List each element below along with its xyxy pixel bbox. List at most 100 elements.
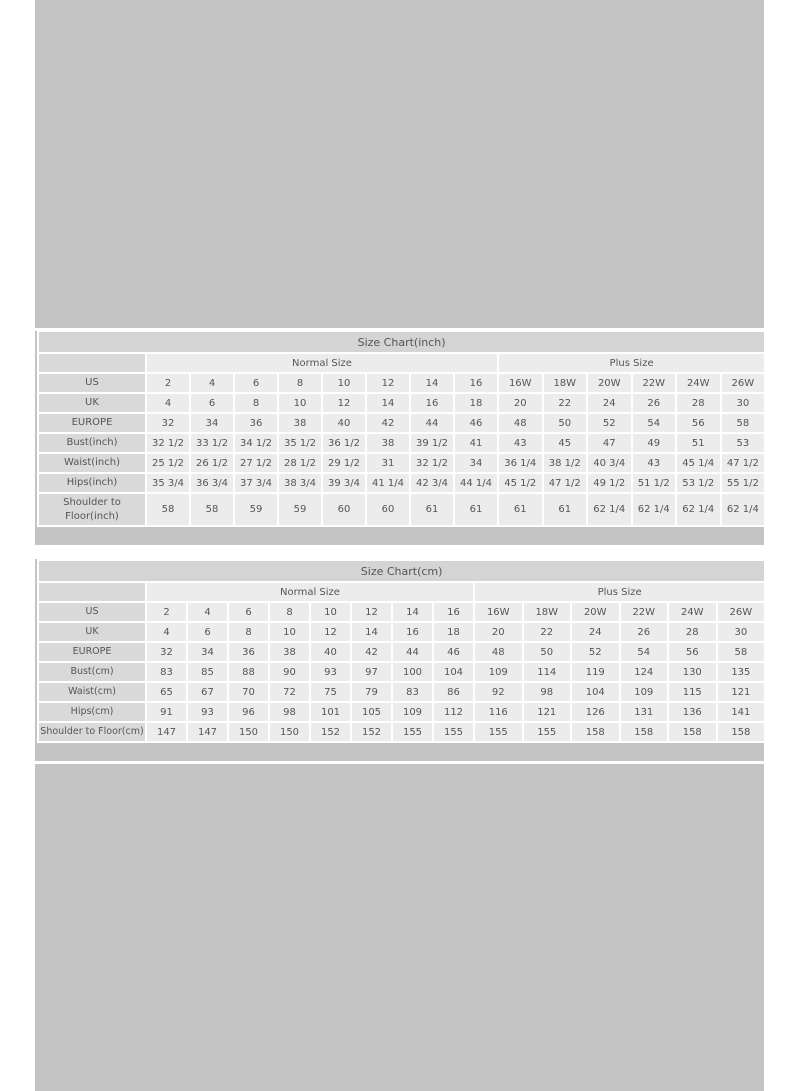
size-cell: 6: [189, 392, 235, 414]
size-cell: 52: [586, 412, 633, 434]
size-cell: 22: [541, 392, 588, 414]
size-cell: 41: [453, 432, 499, 454]
table-row: Shoulder to Floor(cm) 147 147 150 150 152 152 1…: [37, 721, 767, 743]
size-cell: 119: [570, 661, 621, 683]
size-cell: 59: [233, 492, 279, 527]
size-cell: 48: [497, 412, 544, 434]
header-blank: [37, 352, 147, 374]
size-cell: 38 3/4: [277, 472, 323, 494]
size-cell: 14: [365, 392, 411, 414]
size-cell: 155: [432, 721, 475, 743]
size-cell: 26: [618, 621, 669, 643]
chart-title: Size Chart(inch): [36, 330, 767, 354]
table-row: UK 4 6 8 10 12 14 16 18 20 22 24 26 28 30: [37, 621, 767, 643]
size-cell: 158: [715, 721, 767, 743]
table-row: Waist(cm) 65 67 70 72 75 79 83 86 92 98 104 109 115 12…: [37, 681, 767, 703]
size-cell: 47: [586, 432, 633, 454]
size-cell: 61: [541, 492, 588, 527]
size-cell: 147: [145, 721, 188, 743]
size-cell: 61: [453, 492, 499, 527]
size-cell: 42 3/4: [409, 472, 455, 494]
size-cell: 105: [350, 701, 393, 723]
size-cell: 130: [667, 661, 718, 683]
size-cell: 155: [473, 721, 524, 743]
size-cell: 26 1/2: [189, 452, 235, 474]
size-cell: 55 1/2: [719, 472, 767, 494]
size-cell: 12: [321, 392, 367, 414]
group-plus-size: Plus Size: [496, 352, 767, 374]
size-cell: 45: [541, 432, 588, 454]
size-cell: 28 1/2: [277, 452, 323, 474]
size-cell: 54: [618, 641, 669, 663]
size-cell: 115: [667, 681, 718, 703]
size-cell: 31: [365, 452, 411, 474]
size-cell: 59: [277, 492, 323, 527]
size-cell: 16: [391, 621, 434, 643]
table-row: Bust(cm) 83 85 88 90 93 97 100 104 109 114 119 124 13…: [37, 661, 767, 683]
size-cell: 20W: [570, 601, 621, 623]
table-row: UK 4 6 8 10 12 14 16 18 20 22 24 26 28 30: [37, 392, 767, 414]
size-cell: 46: [432, 641, 475, 663]
table-row: US 2 4 6 8 10 12 14 16 16W 18W 20W 22W 24W 26W: [37, 601, 767, 623]
size-cell: 60: [321, 492, 367, 527]
size-cell: 93: [186, 701, 229, 723]
size-cell: 141: [715, 701, 767, 723]
size-cell: 34: [189, 412, 235, 434]
size-cell: 8: [233, 392, 279, 414]
size-cell: 88: [227, 661, 270, 683]
size-cell: 40: [321, 412, 367, 434]
size-cell: 4: [189, 372, 235, 394]
size-cell: 158: [570, 721, 621, 743]
group-normal-size: Normal Size: [145, 352, 499, 374]
size-cell: 150: [227, 721, 270, 743]
table-row: Hips(inch) 35 3/4 36 3/4 37 3/4 38 3/4 39 3/4…: [37, 472, 767, 494]
size-cell: 58: [189, 492, 235, 527]
size-cell: 60: [365, 492, 411, 527]
size-cell: 33 1/2: [189, 432, 235, 454]
size-cell: 12: [350, 601, 393, 623]
size-cell: 39 1/2: [409, 432, 455, 454]
size-cell: 38 1/2: [541, 452, 588, 474]
size-cell: 49 1/2: [586, 472, 633, 494]
row-label: US: [37, 372, 147, 394]
size-cell: 50: [541, 412, 588, 434]
size-cell: 30: [715, 621, 767, 643]
size-cell: 45 1/4: [675, 452, 722, 474]
size-cell: 109: [391, 701, 434, 723]
size-cell: 35 3/4: [145, 472, 191, 494]
size-cell: 8: [277, 372, 323, 394]
size-chart-inch: Size Chart(inch) Normal Size Plus Size US 2 4…: [36, 330, 767, 527]
size-cell: 109: [618, 681, 669, 703]
size-cell: 16: [432, 601, 475, 623]
size-cell: 39 3/4: [321, 472, 367, 494]
size-cell: 36 1/2: [321, 432, 367, 454]
size-cell: 50: [521, 641, 572, 663]
table-row: EUROPE 32 34 36 38 40 42 44 46 48 50 52 54 56 58: [37, 641, 767, 663]
size-cell: 16W: [497, 372, 544, 394]
size-cell: 6: [186, 621, 229, 643]
size-cell: 58: [715, 641, 767, 663]
row-label: Hips(inch): [37, 472, 147, 494]
size-cell: 12: [309, 621, 352, 643]
row-label: Hips(cm): [37, 701, 147, 723]
size-cell: 18W: [541, 372, 588, 394]
row-label: US: [37, 601, 147, 623]
size-cell: 62 1/4: [586, 492, 633, 527]
size-cell: 29 1/2: [321, 452, 367, 474]
size-cell: 32 1/2: [409, 452, 455, 474]
size-cell: 83: [145, 661, 188, 683]
table-row: Hips(cm) 91 93 96 98 101 105 109 112 116 121 126 131…: [37, 701, 767, 723]
size-cell: 109: [473, 661, 524, 683]
size-cell: 22W: [630, 372, 677, 394]
size-cell: 24: [586, 392, 633, 414]
size-cell: 53 1/2: [675, 472, 722, 494]
divider: [35, 328, 764, 331]
size-cell: 32 1/2: [145, 432, 191, 454]
row-label: UK: [37, 621, 147, 643]
size-cell: 61: [497, 492, 544, 527]
size-cell: 136: [667, 701, 718, 723]
size-cell: 150: [268, 721, 311, 743]
size-cell: 36 1/4: [497, 452, 544, 474]
size-cell: 10: [309, 601, 352, 623]
size-cell: 26W: [719, 372, 767, 394]
